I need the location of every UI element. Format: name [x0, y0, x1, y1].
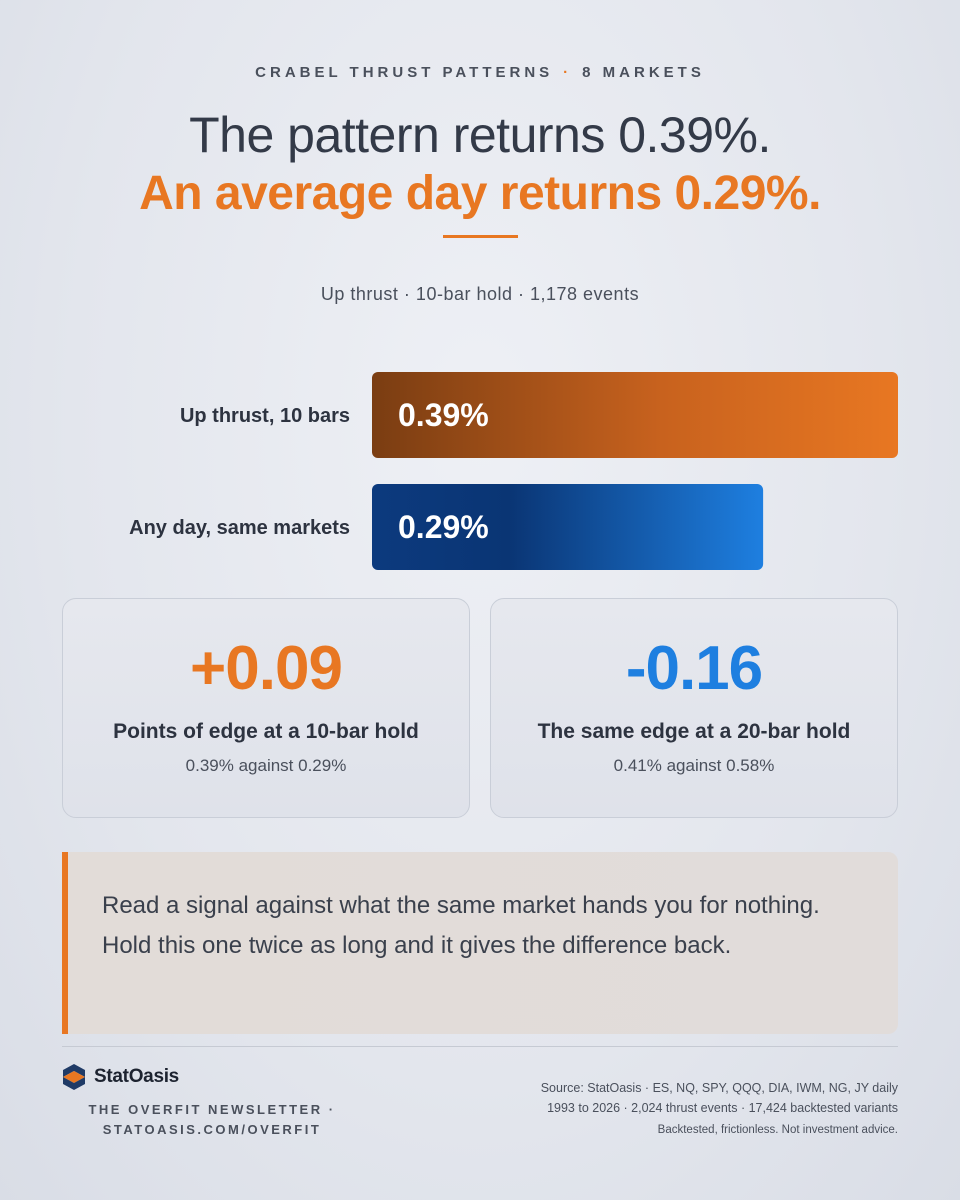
headline-average: An average day returns 0.29%.: [139, 167, 821, 220]
source-line-1: Source: StatOasis · ES, NQ, SPY, QQQ, DI…: [540, 1081, 898, 1095]
bar-any-day: [372, 484, 764, 570]
bar-group: Up thrust, 10 bars 0.39% Any day, same mar…: [129, 372, 898, 570]
statoasis-logo-icon: [63, 1064, 85, 1090]
brand-logo: StatOasis: [62, 1062, 179, 1092]
brand-name: StatOasis: [94, 1066, 179, 1087]
headline-pattern: The pattern returns 0.39%.: [189, 107, 771, 163]
takeaway-quote: Read a signal against what the same mark…: [62, 852, 898, 1034]
bar-value-up-thrust: 0.39%: [398, 397, 489, 433]
subtitle: Up thrust · 10-bar hold · 1,178 events: [320, 284, 640, 304]
newsletter-link[interactable]: THE OVERFIT NEWSLETTER · STATOASIS.COM/O…: [62, 1100, 362, 1140]
bar-label-up-thrust: Up thrust, 10 bars: [180, 405, 350, 427]
takeaway-text: Read a signal against what the same mark…: [102, 892, 820, 959]
edge-caption-10-bar: Points of edge at a 10-bar hold: [113, 720, 419, 743]
edge-card-10-bar: +0.09 Points of edge at a 10-bar hold 0.…: [62, 598, 470, 818]
source-line-2: 1993 to 2026 · 2,024 thrust events · 17,…: [547, 1101, 898, 1115]
bar-label-any-day: Any day, same markets: [129, 517, 350, 539]
newsletter-line-2: STATOASIS.COM/OVERFIT: [102, 1122, 322, 1137]
title-underline: [443, 235, 518, 238]
kicker-left: CRABEL THRUST PATTERNS: [255, 64, 554, 81]
kicker: CRABEL THRUST PATTERNS · 8 MARKETS: [0, 64, 960, 81]
newsletter-line-1: THE OVERFIT NEWSLETTER ·: [88, 1102, 336, 1117]
source-note: Source: StatOasis · ES, NQ, SPY, QQQ, DI…: [338, 1078, 898, 1118]
bar-value-any-day: 0.29%: [398, 509, 489, 545]
bar-up-thrust: [372, 372, 898, 458]
edge-detail-10-bar: 0.39% against 0.29%: [185, 756, 347, 775]
kicker-right: 8 MARKETS: [582, 64, 705, 81]
bar-chart: Up thrust, 10 bars 0.39% Any day, same mar…: [129, 372, 898, 570]
edge-value-10-bar: +0.09: [190, 634, 343, 703]
edge-card-20-bar: -0.16 The same edge at a 20-bar hold 0.4…: [490, 598, 898, 818]
disclaimer: Backtested, frictionless. Not investment…: [657, 1124, 898, 1136]
edge-value-20-bar: -0.16: [625, 634, 763, 703]
kicker-separator: ·: [563, 64, 573, 81]
edge-detail-20-bar: 0.41% against 0.58%: [613, 756, 775, 775]
footer-divider: [62, 1046, 898, 1047]
edge-caption-20-bar: The same edge at a 20-bar hold: [537, 720, 851, 743]
